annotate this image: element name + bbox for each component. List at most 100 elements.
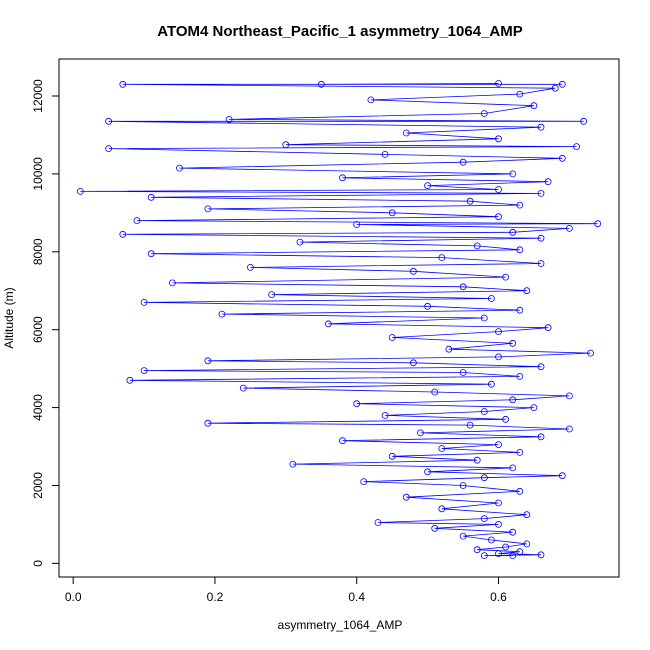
data-point	[246, 263, 254, 271]
data-point	[558, 154, 566, 162]
data-point	[573, 143, 580, 151]
data-point	[487, 380, 495, 388]
data-point	[445, 345, 453, 353]
data-point	[495, 186, 502, 193]
data-point	[516, 548, 524, 556]
data-point	[324, 320, 332, 328]
data-point	[76, 187, 84, 195]
data-point	[530, 102, 538, 110]
data-point	[594, 220, 602, 228]
data-point	[424, 468, 432, 476]
data-point	[268, 291, 276, 299]
data-point	[204, 419, 212, 427]
data-point	[360, 478, 368, 486]
series-line	[80, 83, 598, 556]
y-tick-label: 8000	[31, 238, 45, 265]
data-point	[516, 90, 524, 98]
data-point	[537, 189, 545, 197]
data-point	[516, 448, 524, 456]
data-point	[530, 404, 538, 412]
data-point	[402, 129, 410, 137]
data-point	[516, 487, 524, 495]
x-tick-label: 0.0	[65, 590, 82, 604]
y-tick-label: 10000	[31, 157, 45, 191]
data-point	[495, 550, 502, 557]
data-point	[424, 182, 432, 190]
data-point	[239, 384, 247, 392]
data-point	[204, 205, 212, 213]
data-point	[523, 540, 531, 548]
data-point	[495, 521, 502, 528]
x-tick-label: 0.6	[490, 590, 507, 604]
data-point	[204, 357, 212, 365]
data-point	[566, 392, 573, 400]
y-tick-label: 6000	[31, 316, 45, 343]
y-axis-label: Altitude (m)	[2, 287, 16, 348]
data-point	[140, 298, 148, 306]
data-point	[282, 141, 290, 149]
data-point	[119, 230, 127, 238]
data-point	[402, 493, 410, 501]
chart-title: ATOM4 Northeast_Pacific_1 asymmetry_1064…	[157, 23, 522, 40]
data-point	[459, 369, 467, 376]
data-point	[587, 349, 594, 357]
data-point	[147, 250, 155, 258]
data-point	[381, 150, 389, 158]
x-tick-label: 0.2	[207, 590, 224, 604]
data-point	[495, 135, 502, 143]
data-point	[176, 164, 183, 172]
data-point	[523, 511, 531, 519]
data-point	[516, 201, 524, 209]
data-point	[417, 429, 424, 437]
data-point	[509, 339, 517, 347]
data-point	[388, 334, 396, 341]
data-point	[551, 84, 559, 92]
data-point	[509, 464, 517, 472]
data-point	[487, 295, 495, 302]
y-tick-label: 2000	[31, 472, 45, 499]
series-layer	[76, 80, 602, 559]
data-point	[409, 267, 417, 275]
data-point	[509, 170, 517, 178]
data-point	[225, 116, 233, 123]
data-point	[133, 217, 141, 225]
y-tick-label: 4000	[31, 394, 45, 421]
data-point	[566, 425, 573, 433]
plot-frame	[58, 58, 620, 578]
data-point	[502, 273, 510, 281]
data-point	[339, 174, 346, 182]
data-point	[516, 306, 524, 314]
data-point	[381, 411, 389, 419]
data-point	[537, 234, 545, 242]
data-point	[353, 221, 361, 228]
data-point	[502, 415, 510, 423]
data-point	[495, 80, 502, 87]
data-point	[431, 524, 439, 532]
data-point	[317, 80, 325, 88]
data-point	[480, 515, 488, 522]
data-point	[105, 145, 112, 153]
data-point	[516, 372, 524, 380]
data-point	[480, 552, 488, 559]
data-point	[544, 324, 552, 332]
data-point	[509, 528, 517, 536]
data-point	[502, 543, 510, 551]
data-point	[119, 80, 127, 88]
data-point	[353, 400, 361, 408]
data-point	[523, 287, 531, 295]
data-point	[424, 302, 432, 310]
data-point	[537, 123, 545, 131]
data-point	[509, 552, 517, 559]
data-point	[466, 421, 474, 429]
data-point	[140, 367, 148, 375]
data-point	[438, 445, 446, 452]
data-point	[516, 246, 524, 254]
data-point	[459, 283, 467, 291]
data-point	[438, 505, 446, 513]
data-point	[409, 359, 417, 367]
data-point	[374, 519, 382, 526]
x-tick-label: 0.4	[348, 590, 365, 604]
data-point	[168, 279, 176, 287]
data-point	[459, 482, 467, 489]
data-point	[480, 314, 488, 322]
